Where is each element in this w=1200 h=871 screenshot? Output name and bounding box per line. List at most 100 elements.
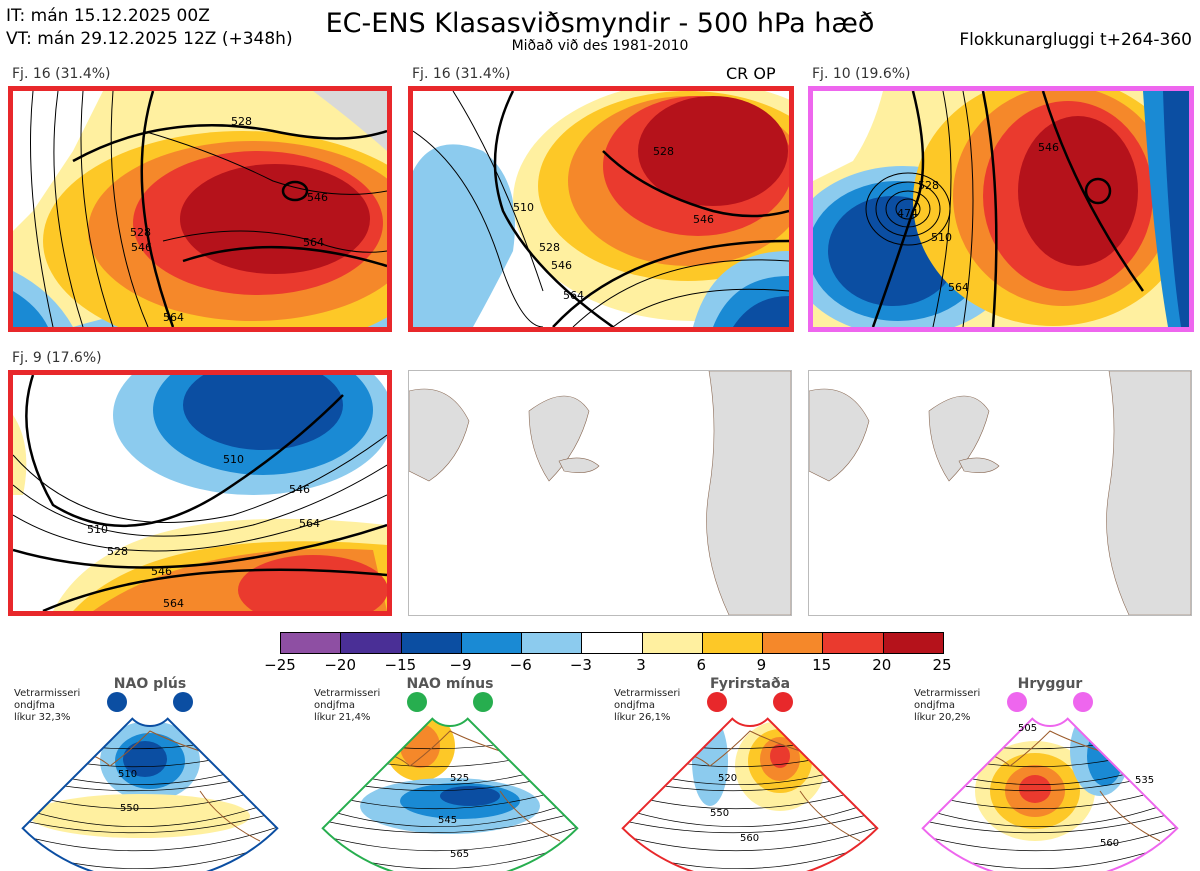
contour-label: 528 — [107, 545, 128, 558]
regime-note: Vetrarmisseri — [914, 688, 981, 699]
contour-label: 564 — [299, 517, 320, 530]
colorbar-tick-label: 25 — [932, 656, 952, 674]
contour-label: 546 — [551, 259, 572, 272]
contour-label: 546 — [307, 191, 328, 204]
regime-note: ondjfma — [914, 700, 955, 711]
cluster-2-map[interactable]: 528 546 564 546 528 510 — [408, 86, 794, 332]
contour-label: 546 — [131, 241, 152, 254]
cluster-4-label: Fj. 9 (17.6%) — [12, 350, 102, 366]
regime-1-map: 510 550 — [21, 717, 279, 871]
regime-contour-label: 565 — [450, 849, 469, 860]
regime-note: Vetrarmisseri — [614, 688, 681, 699]
cluster-3-map[interactable]: 474 510 546 564 528 — [808, 86, 1194, 332]
regime-contour-label: 560 — [1100, 838, 1119, 849]
weather-map-icon — [809, 371, 1191, 615]
colorbar-swatch — [281, 633, 342, 653]
colorbar-swatch — [401, 633, 462, 653]
contour-label: 528 — [130, 226, 151, 239]
regime-note: ondjfma — [614, 700, 655, 711]
cluster-4-map[interactable]: 510 528 546 564 546 510 564 — [8, 370, 392, 616]
contour-label: 528 — [918, 179, 939, 192]
contour-label: 546 — [151, 565, 172, 578]
weather-map-icon: 510 528 546 564 546 510 564 — [13, 375, 387, 611]
regime-contour-label: 520 — [718, 773, 737, 784]
contour-label: 474 — [897, 207, 918, 220]
regime-note: ondjfma — [14, 700, 55, 711]
colorbar-tick-label: −15 — [384, 656, 417, 674]
weather-map-icon: 474 510 546 564 528 — [813, 91, 1189, 327]
contour-label: 546 — [693, 213, 714, 226]
regime-contour-label: 505 — [1018, 723, 1037, 734]
colorbar-swatch — [582, 633, 643, 653]
page-title: EC-ENS Klasasviðsmyndir - 500 hPa hæð — [325, 8, 875, 39]
colorbar-swatch — [763, 633, 824, 653]
page-subtitle: Miðað við des 1981-2010 — [511, 38, 689, 54]
regime-contour-label: 525 — [450, 773, 469, 784]
regime-3-map: 520 550 560 — [621, 717, 879, 871]
contour-label: 528 — [653, 145, 674, 158]
regime-note: Vetrarmisseri — [14, 688, 81, 699]
colorbar-swatch — [823, 633, 884, 653]
contour-label: 546 — [289, 483, 310, 496]
regime-dot-icon — [173, 692, 193, 712]
colorbar — [280, 632, 944, 654]
colorbar-swatch — [341, 633, 402, 653]
regime-note: líkur 32,3% — [14, 712, 71, 723]
colorbar-tick-label: −20 — [324, 656, 356, 674]
regime-title: Fyrirstaða — [709, 676, 791, 692]
regime-contour-label: 560 — [740, 833, 759, 844]
contour-label: 510 — [513, 201, 534, 214]
regime-dot-icon — [707, 692, 727, 712]
cluster-2-label: Fj. 16 (31.4%) — [412, 66, 511, 82]
regime-dot-icon — [107, 692, 127, 712]
contour-label: 510 — [931, 231, 952, 244]
contour-label: 528 — [539, 241, 560, 254]
contour-label: 564 — [948, 281, 969, 294]
colorbar-tick-label: 15 — [812, 656, 832, 674]
weather-map-icon: 528 546 564 546 528 510 — [413, 91, 789, 327]
colorbar-swatch — [522, 633, 583, 653]
regime-contour-label: 535 — [1135, 775, 1154, 786]
contour-label: 564 — [163, 311, 184, 324]
colorbar-swatch — [702, 633, 764, 653]
colorbar-tick-label: 20 — [872, 656, 892, 674]
regime-note: ondjfma — [314, 700, 355, 711]
regime-title: NAO plús — [113, 676, 187, 692]
cluster-1-label: Fj. 16 (31.4%) — [12, 66, 111, 82]
contour-label: 546 — [1038, 141, 1059, 154]
regime-note: líkur 21,4% — [314, 712, 371, 723]
regime-dot-icon — [473, 692, 493, 712]
regime-contour-label: 510 — [118, 769, 137, 780]
contour-label: 510 — [223, 453, 244, 466]
regime-note: líkur 26,1% — [614, 712, 671, 723]
regime-contour-label: 550 — [120, 803, 139, 814]
cluster-1-map[interactable]: 528 546 564 546 528 564 — [8, 86, 392, 332]
colorbar-tick-label: 3 — [636, 656, 646, 674]
valid-time: VT: mán 29.12.2025 12Z (+348h) — [6, 29, 293, 49]
regime-dot-icon — [1073, 692, 1093, 712]
colorbar-swatch — [642, 633, 703, 653]
colorbar-tick-label: −6 — [509, 656, 532, 674]
colorbar-tick-label: 9 — [756, 656, 767, 674]
colorbar-tick-label: 6 — [696, 656, 707, 674]
regime-note: líkur 20,2% — [914, 712, 971, 723]
regime-contour-label: 550 — [710, 808, 729, 819]
colorbar-tick-label: −9 — [449, 656, 472, 674]
contour-label: 528 — [231, 115, 252, 128]
weather-map-icon: 528 546 564 546 528 564 — [13, 91, 387, 327]
regime-note: Vetrarmisseri — [314, 688, 381, 699]
colorbar-swatch — [883, 633, 943, 653]
contour-label: 564 — [163, 597, 184, 610]
regime-dot-icon — [773, 692, 793, 712]
weather-map-icon — [409, 371, 791, 615]
regime-4-map: 505 535 560 — [921, 717, 1179, 871]
empty-map-6 — [808, 370, 1192, 616]
classification-window: Flokkunargluggi t+264-360 — [959, 30, 1192, 50]
contour-label: 564 — [563, 289, 584, 302]
regime-2-map: 525 545 565 — [321, 717, 579, 871]
colorbar-tick-label: −25 — [264, 656, 296, 674]
colorbar-tick-label: −3 — [569, 656, 592, 674]
regime-dot-icon — [407, 692, 427, 712]
regime-contour-label: 545 — [438, 815, 457, 826]
contour-label: 510 — [87, 523, 108, 536]
